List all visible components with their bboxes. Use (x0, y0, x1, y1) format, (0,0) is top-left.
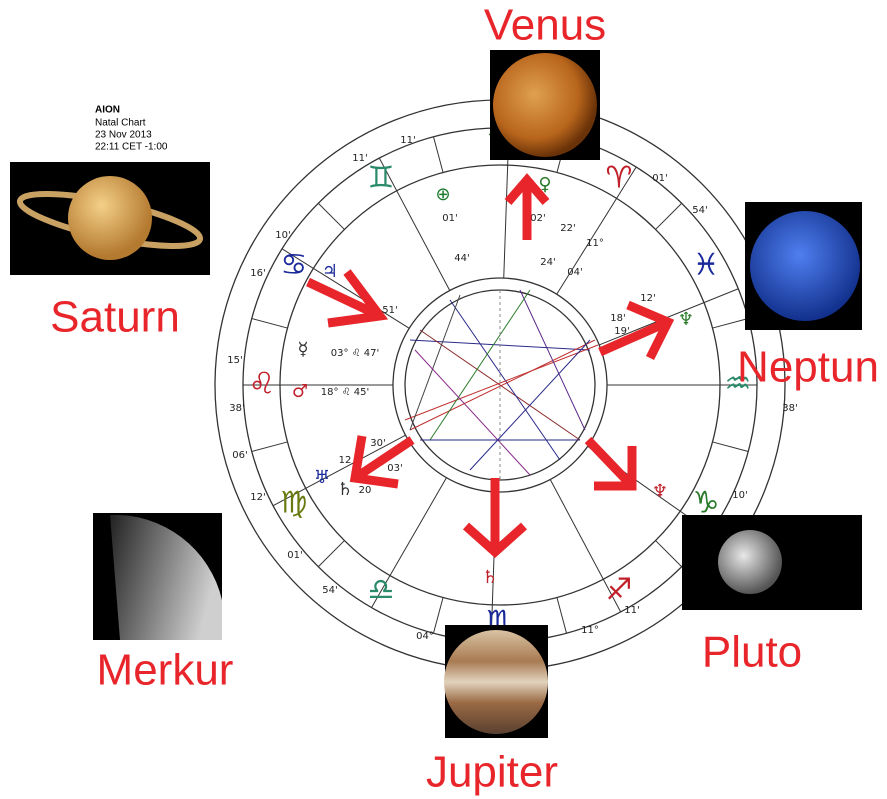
planet-label: Saturn (50, 293, 180, 342)
degree-label: 01' (652, 173, 667, 184)
venus-disk (493, 53, 597, 157)
pluto-disk (718, 530, 782, 594)
zodiac-sign: ♌ (249, 367, 276, 402)
degree-label: 04' (567, 267, 582, 278)
planet-glyph: ♆ (678, 309, 694, 330)
degree-label: 38' (229, 403, 244, 414)
astro-chart-page: ♌♋♊♉♈♓♒♑♐♏♎♍⊕♃☿♂♅♄♆♀♆♄11'11'01'44'10'16'… (0, 0, 887, 799)
zodiac-sign: ♊ (368, 160, 395, 195)
degree-label: 04° (416, 631, 434, 642)
sign-divider (557, 598, 567, 634)
planet-glyph: ☿ (297, 339, 308, 360)
planet-glyph: ♄ (337, 479, 353, 500)
degree-label: 12' (640, 293, 655, 304)
sign-divider (318, 203, 344, 229)
sign-divider (318, 541, 344, 567)
saturn-disk (68, 176, 152, 260)
degree-label: 12' (250, 492, 265, 503)
zodiac-sign: ♐ (606, 573, 633, 608)
header-subtitle: Natal Chart (95, 118, 146, 129)
degree-label: 30' (370, 438, 385, 449)
planet-glyph: ⊕ (435, 184, 450, 205)
degree-label: 16' (250, 268, 265, 279)
zodiac-sign: ♓ (693, 248, 720, 283)
degree-label: 54' (322, 585, 337, 596)
degree-label: 54' (692, 205, 707, 216)
zodiac-sign: ♎ (368, 573, 395, 608)
planet-glyph: ♅ (314, 467, 330, 488)
degree-label: 10' (732, 490, 747, 501)
zodiac-sign: ♋ (280, 248, 307, 283)
degree-label: 11° (586, 238, 604, 249)
degree-label: 12 (339, 455, 352, 466)
planet-glyph: ♂ (292, 381, 308, 402)
planet-glyph: ♆ (652, 481, 668, 502)
arrows (308, 180, 668, 552)
degree-label: 22' (560, 223, 575, 234)
degree-label: 01' (442, 213, 457, 224)
degree-label: 18' (610, 313, 625, 324)
arrow-pluto (588, 440, 632, 486)
neptun-disk (750, 211, 860, 321)
degree-label: 44' (454, 253, 469, 264)
sign-divider (433, 598, 443, 634)
degree-label: 18° ♌ 45' (321, 387, 370, 398)
planet-label: Venus (484, 1, 606, 50)
degree-label: 15' (227, 355, 242, 366)
degree-label: 38' (782, 403, 797, 414)
planet-glyph: ♃ (322, 261, 338, 282)
aspect-lines (405, 290, 598, 480)
degree-label: 11' (352, 153, 367, 164)
sign-divider (433, 137, 443, 173)
degree-label: 02' (530, 213, 545, 224)
planet-label: Neptun (737, 343, 879, 392)
header-time: 22:11 CET -1:00 (95, 142, 168, 153)
planet-label: Pluto (702, 628, 802, 677)
sign-divider (252, 442, 288, 452)
planet-label: Merkur (97, 646, 234, 695)
degree-label: 20 (359, 485, 372, 496)
sign-divider (713, 318, 749, 328)
degree-label: 11' (400, 135, 415, 146)
degree-label: 03' (387, 463, 402, 474)
zodiac-sign: ♈ (606, 160, 633, 195)
jupiter-disk (444, 630, 548, 734)
degree-label: 01' (287, 550, 302, 561)
degree-label: 03° ♌ 47' (331, 348, 380, 359)
degree-label: 06' (232, 450, 247, 461)
degree-label: 51' (382, 305, 397, 316)
arrow-venus (508, 180, 546, 240)
degree-label: 24' (540, 257, 555, 268)
sign-divider (656, 203, 682, 229)
header-title: AION (95, 105, 120, 116)
header-date: 23 Nov 2013 (95, 130, 152, 141)
zodiac-sign: ♍ (280, 486, 307, 521)
sign-divider (656, 541, 682, 567)
sign-divider (713, 442, 749, 452)
degree-label: 10' (275, 230, 290, 241)
sign-divider (252, 318, 288, 328)
degree-label: 11° (581, 625, 599, 636)
planet-glyph: ♄ (482, 567, 498, 588)
chart-header: AION Natal Chart 23 Nov 2013 22:11 CET -… (95, 105, 168, 153)
degree-label: 11' (624, 605, 639, 616)
planet-label: Jupiter (426, 748, 558, 797)
arrow-saturn (308, 272, 380, 323)
